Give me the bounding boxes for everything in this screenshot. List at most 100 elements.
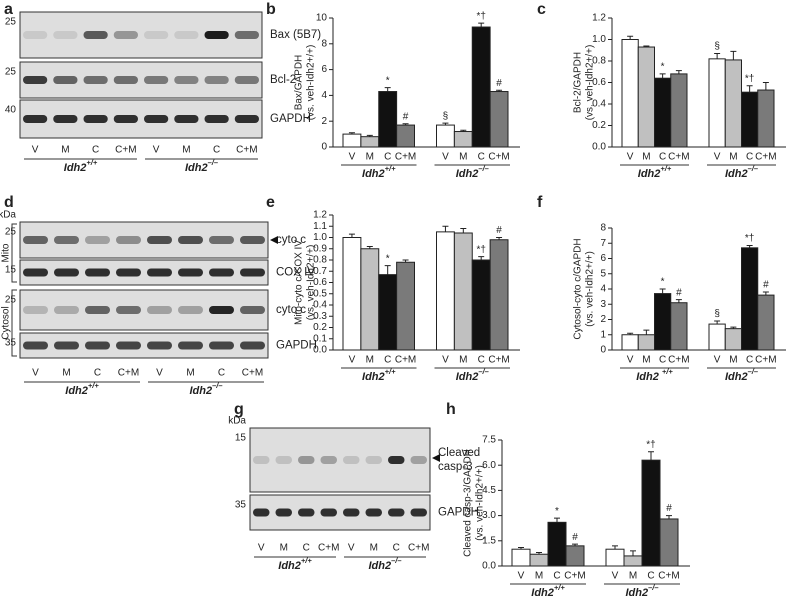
annotation: #	[496, 225, 502, 236]
lane-label: C+M	[318, 543, 339, 554]
group-label: Idh2–/–	[725, 367, 758, 382]
error-bar	[714, 52, 721, 59]
error-bar	[496, 237, 503, 240]
bar	[724, 328, 742, 351]
error-bar	[518, 547, 524, 550]
group-label: Idh2+/+	[362, 164, 396, 179]
group-superscript: +/+	[86, 158, 97, 167]
bar	[659, 518, 679, 567]
blot-band	[253, 456, 270, 464]
lane-label: C	[94, 368, 101, 379]
panel-letter: b	[266, 1, 276, 18]
blot-band	[410, 508, 427, 517]
annotation: *†	[476, 11, 485, 22]
kda-marker: 25	[5, 227, 17, 238]
blot-band	[174, 31, 199, 39]
blot-band	[240, 268, 265, 277]
lane-label: M	[370, 543, 378, 554]
group-label: Idh2–/–	[625, 583, 658, 596]
y-tick-label: 1.2	[313, 210, 327, 221]
band-arrow	[270, 236, 278, 244]
blot-band	[85, 306, 110, 314]
y-tick-label: 6	[321, 64, 327, 75]
blot-band	[147, 341, 172, 350]
blot-band	[174, 115, 199, 123]
annotation: *	[386, 253, 390, 264]
error-bar	[572, 543, 578, 546]
protein-label: cyto c	[276, 304, 306, 316]
annotation: *	[555, 506, 559, 517]
group-superscript: +/+	[554, 583, 565, 592]
x-tick-label: C	[659, 355, 666, 366]
error-bar	[402, 123, 409, 126]
y-tick-label: 0.8	[313, 255, 327, 266]
bar	[621, 334, 639, 351]
blot-band	[83, 76, 108, 84]
blot-band	[83, 31, 108, 39]
x-tick-label: V	[714, 355, 721, 366]
group-superscript: –/–	[212, 381, 222, 390]
y-tick-label: 0.2	[313, 322, 327, 333]
annotation: *	[661, 62, 665, 73]
lane-label: C	[213, 145, 220, 156]
protein-label: casp-3	[438, 461, 473, 473]
group-label: Idh2+/+	[362, 367, 396, 382]
blot-band	[343, 456, 360, 464]
x-tick-label: C	[647, 571, 654, 582]
bar	[529, 553, 549, 567]
x-tick-label: V	[612, 571, 619, 582]
group-label: Idh2–/–	[189, 381, 222, 396]
group-superscript: –/–	[748, 164, 758, 173]
annotation: *†	[646, 439, 655, 450]
x-tick-label: C+M	[755, 355, 776, 366]
blot-band	[85, 341, 110, 350]
y-axis-label: (vs. veh-Idh2+/+)	[306, 245, 317, 321]
y-axis-label: Bax/GAPDH	[294, 55, 305, 111]
group-name: Idh2	[278, 560, 301, 572]
x-tick-label: C	[659, 152, 666, 163]
blot-band	[83, 115, 108, 123]
group-label: Idh2 +/+	[636, 367, 673, 382]
error-bar	[659, 288, 666, 294]
error-bar	[442, 225, 449, 232]
annotation: *	[386, 75, 390, 86]
kda-marker: 40	[5, 105, 17, 116]
annotation: #	[763, 280, 769, 291]
y-tick-label: 0.2	[592, 120, 606, 131]
error-bar	[478, 256, 485, 260]
error-bar	[366, 134, 373, 137]
blot-band	[85, 268, 110, 277]
y-tick-label: 1.0	[313, 232, 327, 243]
y-tick-label: 7.5	[482, 435, 496, 446]
annotation: *†	[745, 233, 754, 244]
lane-label: V	[156, 368, 163, 379]
x-tick-label: C	[553, 571, 560, 582]
y-tick-label: 6.0	[482, 460, 496, 471]
fraction-bracket	[11, 289, 17, 357]
x-tick-label: M	[366, 355, 374, 366]
bar	[471, 259, 491, 351]
bar	[436, 231, 455, 351]
blot-band	[298, 456, 315, 464]
blot-band	[85, 236, 110, 244]
bar	[489, 239, 509, 351]
y-axis-label: (vs. veh-Idh2+/+)	[585, 251, 596, 327]
bar	[641, 459, 661, 567]
panel-letter: g	[234, 401, 244, 418]
error-bar	[554, 517, 560, 523]
protein-label: Bax (5B7)	[270, 29, 321, 41]
y-tick-label: 0.0	[482, 561, 496, 572]
group-name: Idh2	[725, 168, 748, 180]
x-tick-label: M	[366, 152, 374, 163]
lane-label: M	[186, 368, 194, 379]
blot-band	[54, 236, 79, 244]
bar	[342, 237, 362, 351]
error-bar	[666, 515, 672, 519]
lane-label: M	[182, 145, 190, 156]
bar	[708, 58, 726, 148]
y-tick-label: 0.5	[313, 288, 327, 299]
x-tick-label: C+M	[395, 152, 416, 163]
blot-band	[144, 115, 169, 123]
annotation: #	[572, 532, 578, 543]
x-tick-label: V	[349, 152, 356, 163]
